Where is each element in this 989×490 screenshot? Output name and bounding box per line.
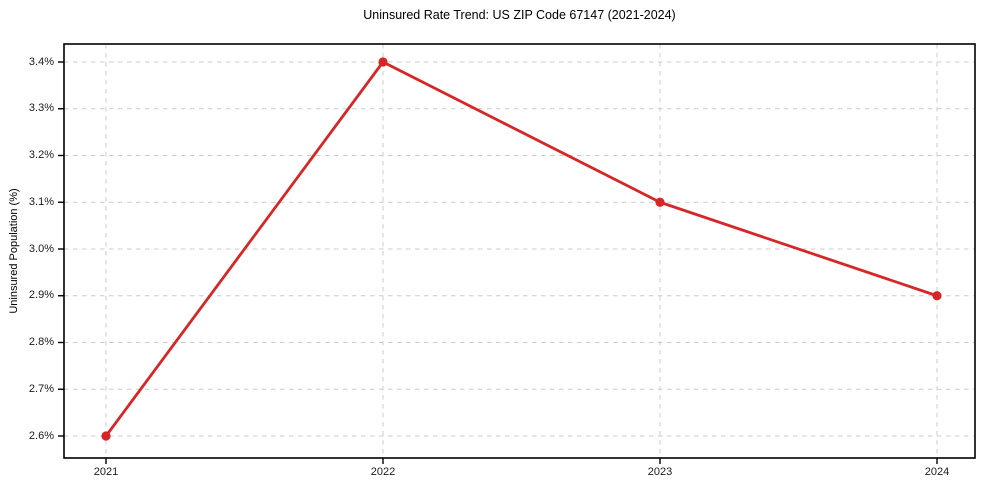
y-tick-label: 2.8% xyxy=(28,336,54,348)
y-tick-label: 2.9% xyxy=(28,289,54,302)
x-tick-label: 2024 xyxy=(924,466,950,478)
line-series xyxy=(104,60,939,438)
y-tick-label: 3.2% xyxy=(28,149,54,161)
chart-title: Uninsured Rate Trend: US ZIP Code 67147 … xyxy=(363,8,676,22)
x-tick-label: 2022 xyxy=(370,466,396,478)
y-tick-label: 3.1% xyxy=(28,195,54,208)
data-point-marker xyxy=(101,431,111,441)
plot-border xyxy=(63,43,976,459)
data-point-marker xyxy=(932,291,942,301)
y-tick-label: 3.0% xyxy=(28,242,54,255)
y-tick-label: 3.4% xyxy=(28,55,54,68)
data-point-marker xyxy=(655,197,665,207)
y-tick-label: 2.6% xyxy=(28,429,54,442)
x-tick-label: 2021 xyxy=(93,466,119,478)
data-point-marker xyxy=(378,57,388,67)
x-tick-label: 2023 xyxy=(647,466,673,478)
y-tick-label: 2.7% xyxy=(28,382,54,395)
y-tick-label: 3.3% xyxy=(28,102,54,115)
